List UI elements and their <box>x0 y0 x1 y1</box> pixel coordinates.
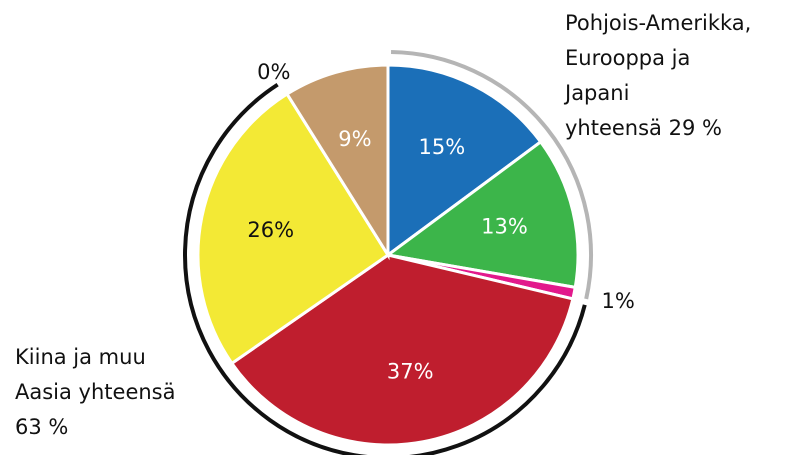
pie-slice <box>196 91 391 366</box>
group-bracket <box>183 82 587 455</box>
annotation: Aasia yhteensä <box>15 380 175 404</box>
annotation: Japani <box>563 81 629 105</box>
pie-slice <box>384 139 580 290</box>
slice-label: 15% <box>419 135 466 159</box>
pie-slice <box>386 63 543 258</box>
slice-label: 13% <box>481 214 528 238</box>
pie-slice <box>229 253 575 447</box>
annotation: Kiina ja muu <box>15 345 146 369</box>
annotation: yhteensä 29 % <box>565 116 722 140</box>
annotation: Eurooppa ja <box>565 46 690 70</box>
slice-label: 26% <box>247 218 294 242</box>
group-bracket <box>391 50 593 300</box>
pie-slice <box>285 63 390 261</box>
slice-label: 0% <box>257 60 290 84</box>
slice-label: 1% <box>602 289 635 313</box>
annotation: 63 % <box>15 415 68 439</box>
annotation: Pohjois-Amerikka, <box>565 11 751 35</box>
slice-label: 37% <box>387 360 434 384</box>
slice-label: 9% <box>338 127 371 151</box>
